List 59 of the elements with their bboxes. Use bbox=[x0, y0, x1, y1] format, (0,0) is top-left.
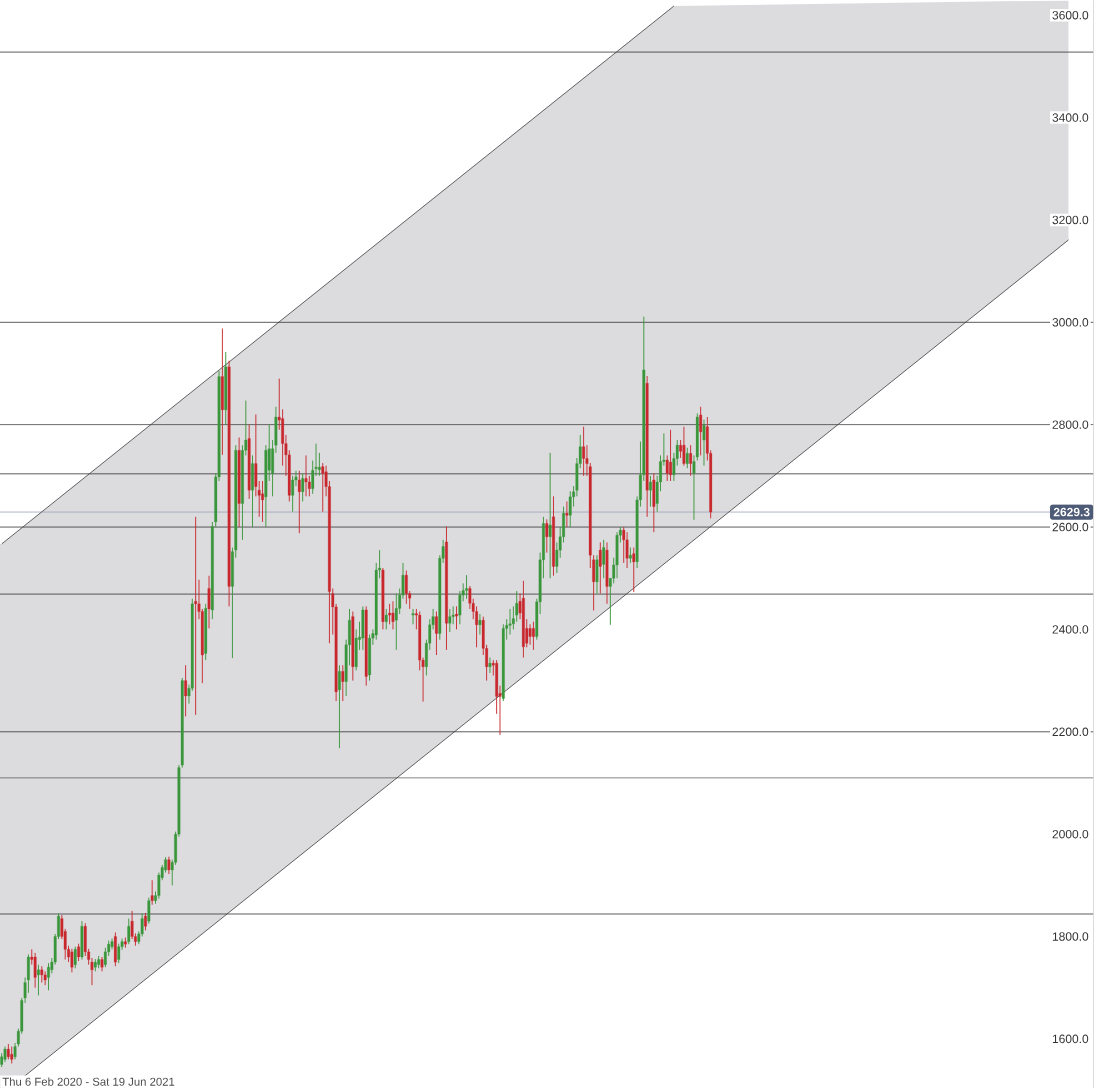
candlestick bbox=[568, 490, 572, 528]
candlestick bbox=[388, 603, 392, 625]
candlestick bbox=[73, 946, 77, 969]
y-tick-label: 2200.0 bbox=[1052, 727, 1089, 736]
candlestick bbox=[669, 429, 672, 482]
candlestick bbox=[622, 526, 626, 564]
candlestick bbox=[699, 406, 703, 456]
candlestick bbox=[207, 575, 211, 629]
candlestick bbox=[321, 462, 325, 512]
candlestick bbox=[147, 896, 151, 924]
candlestick bbox=[598, 541, 602, 594]
candlestick bbox=[304, 454, 308, 497]
candlestick bbox=[595, 554, 599, 594]
candlestick bbox=[545, 518, 549, 553]
candlestick bbox=[448, 608, 452, 633]
candlestick bbox=[70, 948, 74, 973]
candlestick bbox=[341, 664, 345, 702]
candlestick bbox=[301, 472, 305, 502]
candlestick bbox=[394, 592, 398, 651]
ref-line-label: 2629.3 bbox=[1053, 507, 1090, 517]
candlestick bbox=[632, 546, 636, 593]
candlestick bbox=[291, 475, 295, 512]
candlestick bbox=[532, 621, 535, 651]
candlestick bbox=[43, 970, 47, 986]
y-tick-label: 1800.0 bbox=[1052, 932, 1089, 941]
y-tick-label: 2800.0 bbox=[1052, 420, 1089, 429]
candlestick bbox=[411, 608, 415, 625]
candlestick bbox=[685, 447, 689, 469]
y-tick-label: 3000.0 bbox=[1052, 317, 1089, 327]
candlestick bbox=[478, 613, 482, 635]
y-tick-label: 3400.0 bbox=[1052, 113, 1089, 122]
candlestick bbox=[384, 608, 388, 630]
candlestick bbox=[649, 475, 652, 507]
y-tick-label: 2400.0 bbox=[1052, 624, 1089, 634]
candlestick bbox=[404, 569, 408, 605]
candlestick bbox=[117, 943, 121, 964]
y-tick-label: 2000.0 bbox=[1052, 829, 1089, 839]
candlestick bbox=[33, 952, 37, 988]
candlestick bbox=[47, 962, 50, 991]
candlestick bbox=[582, 426, 586, 477]
candlestick bbox=[465, 574, 468, 599]
candlestick bbox=[297, 470, 301, 534]
candlestick bbox=[194, 516, 198, 716]
candlestick bbox=[528, 623, 532, 646]
candlestick bbox=[127, 917, 131, 945]
y-tick-label: 2600.0 bbox=[1052, 522, 1089, 532]
candlestick bbox=[338, 664, 341, 749]
candlestick bbox=[261, 480, 264, 523]
candlestick bbox=[391, 600, 395, 630]
candlestick bbox=[602, 539, 606, 579]
candlestick bbox=[435, 610, 438, 656]
candlestick bbox=[455, 605, 458, 630]
y-tick-label: 3600.0 bbox=[1052, 10, 1089, 20]
candlestick bbox=[37, 963, 40, 996]
candlestick bbox=[565, 500, 569, 528]
y-tick-label: 3200.0 bbox=[1052, 215, 1089, 225]
annotation: Thu 6 Feb 2020 - Sat 19 Jun 2021 bbox=[2, 1077, 175, 1086]
candlestick bbox=[689, 444, 693, 477]
y-tick-label: 1600.0 bbox=[1052, 1034, 1089, 1043]
